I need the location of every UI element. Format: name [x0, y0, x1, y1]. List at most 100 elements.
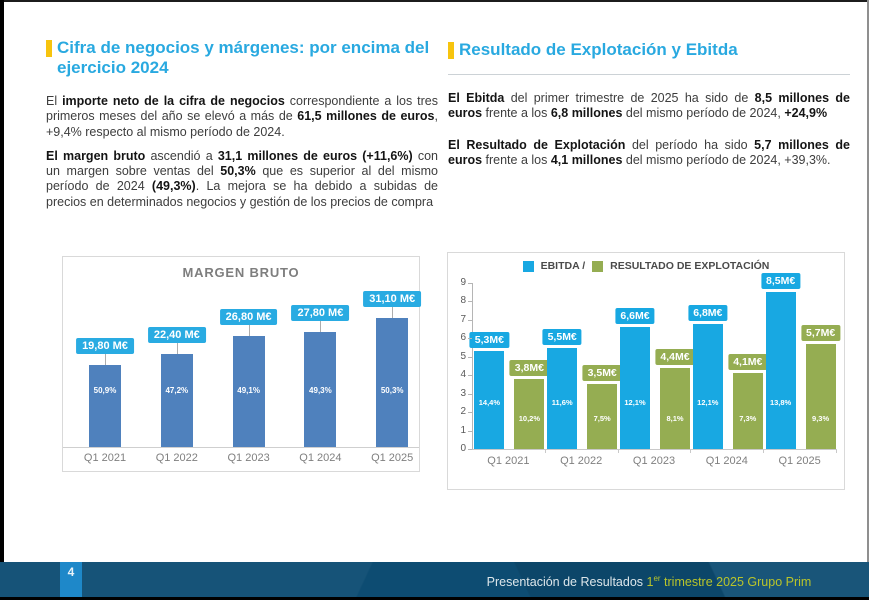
bar-explotacion — [514, 379, 545, 449]
x-axis-label: Q1 2022 — [155, 452, 198, 464]
callout-connector — [320, 321, 322, 332]
chart-title: MARGEN BRUTO — [182, 265, 300, 280]
accent-bar — [46, 40, 52, 57]
legend-swatch-explotacion — [592, 260, 604, 272]
bar-value-label: 3,5M€ — [582, 365, 622, 381]
text: . La mejora se ha debido a subidas de pr… — [46, 179, 439, 209]
text-bold: 61,5 millones de euros — [297, 109, 435, 124]
y-axis-tick-mark — [468, 393, 472, 395]
footer-caption: Presentación de Resultados 1er trimestre… — [439, 562, 859, 597]
bar-percent-label: 47,2% — [165, 386, 189, 395]
text-bold: 4,1 millones — [550, 152, 623, 167]
text: con un margen sobre ventas del — [46, 148, 438, 179]
y-axis-tick-mark — [468, 283, 472, 284]
text: frente a los — [482, 106, 551, 121]
bar-percent-label: 49,1% — [237, 386, 260, 395]
page-border-bottom — [0, 597, 869, 600]
bar-value-label: 8,5M€ — [761, 273, 801, 289]
bar-percent-label: 12,1% — [624, 398, 646, 407]
paragraph-resultado-explotacion: El Resultado de Explotación del período … — [448, 138, 850, 169]
heading-text: Resultado de Explotación y Ebitda — [459, 40, 738, 59]
legend-label: RESULTADO DE EXPLOTACIÓN — [610, 260, 770, 272]
text: que es superior al del mismo período de … — [46, 164, 438, 194]
y-axis-tick-mark — [468, 449, 472, 450]
ebitda-explotacion-chart: EBITDA / RESULTADO DE EXPLOTACIÓN 5,3M€ 14… — [447, 252, 845, 490]
x-axis-label: Q1 2023 — [227, 452, 270, 464]
x-axis-label: Q1 2021 — [487, 455, 530, 467]
bar-ebitda — [474, 351, 505, 449]
text: ascendió a — [145, 148, 218, 163]
section-heading-right: Resultado de Explotación y Ebitda — [448, 40, 850, 76]
callout-connector — [176, 343, 178, 354]
bar-value-label: 4,1M€ — [728, 354, 768, 370]
paragraph-cifra-negocios: El importe neto de la cifra de negocios … — [46, 94, 438, 140]
section-resultado-ebitda: Resultado de Explotación y Ebitda El Ebi… — [448, 40, 850, 168]
text: , +9,4% respecto al mismo período de 202… — [46, 109, 438, 139]
page-border-left — [0, 0, 4, 600]
legend-swatch-ebitda — [522, 260, 534, 272]
text-bold: 6,8 millones — [550, 106, 623, 121]
y-axis-tick-label: 9 — [460, 277, 466, 288]
text: del primer trimestre de 2025 ha sido de — [504, 91, 755, 106]
ebitda-plot-area: 5,3M€ 14,4% 3,8M€ 10,2% 5,5M€ 11,6% 3,5M€ 7,5% 6… — [469, 273, 841, 450]
bar-value-label: 27,80 M€ — [291, 305, 350, 321]
text-bold: 5,7 millones de euros — [448, 137, 850, 167]
bar-percent-label: 12,1% — [697, 398, 719, 407]
page-number: 4 — [67, 565, 75, 579]
bar-explotacion — [587, 384, 618, 449]
bar-explotacion — [660, 368, 690, 449]
paragraph-ebitda: El Ebitda del primer trimestre de 2025 h… — [448, 91, 850, 122]
bar-percent-label: 8,1% — [666, 414, 684, 423]
y-axis-tick-label: 0 — [460, 443, 466, 454]
bar-ebitda — [692, 324, 723, 449]
y-axis-tick-mark — [468, 338, 472, 340]
bar-percent-label: 7,5% — [593, 414, 611, 423]
bar-value-label: 22,40 M€ — [147, 327, 206, 343]
bar-margen-bruto — [232, 336, 265, 447]
x-axis-tick-mark — [690, 449, 692, 453]
section-cifra-negocios: Cifra de negocios y márgenes: por encima… — [46, 38, 438, 210]
y-axis-tick-label: 7 — [460, 313, 466, 325]
bar-value-label: 5,7M€ — [801, 325, 841, 341]
x-axis-tick-mark — [763, 449, 765, 453]
page-border-top — [0, 0, 869, 2]
text: del período ha sido — [625, 137, 755, 152]
bar-percent-label: 7,3% — [739, 414, 757, 423]
text-bold: (49,3%) — [151, 179, 196, 194]
footer-caption-highlight: 1er trimestre 2025 Grupo Prim — [646, 574, 812, 590]
y-axis-tick-mark — [468, 356, 472, 358]
x-axis-tick-mark — [617, 449, 619, 453]
bar-percent-label: 50,9% — [93, 386, 117, 395]
page-border-right — [867, 0, 869, 600]
y-axis-tick-label: 1 — [460, 424, 466, 436]
bar-explotacion — [805, 344, 836, 449]
text-bold: importe neto de la cifra de negocios — [62, 94, 285, 109]
text: correspondiente a los tres primeros mese… — [46, 94, 438, 124]
paragraph-margen-bruto: El margen bruto ascendió a 31,1 millones… — [46, 149, 438, 210]
bar-explotacion — [732, 373, 763, 449]
bar-ebitda — [547, 348, 578, 449]
callout-connector — [392, 307, 394, 318]
y-axis-tick-label: 8 — [460, 295, 466, 307]
y-axis-tick-mark — [468, 319, 472, 321]
y-axis-tick-label: 4 — [460, 369, 466, 381]
bar-percent-label: 14,4% — [478, 398, 501, 407]
x-axis-label: Q1 2025 — [371, 452, 414, 464]
bar-value-label: 4,4M€ — [655, 349, 695, 365]
text: El — [46, 94, 63, 109]
bar-value-label: 6,6M€ — [615, 308, 655, 324]
bar-value-label: 26,80 M€ — [219, 309, 278, 325]
callout-connector — [248, 325, 250, 336]
text-bold: 8,5 millones de euros — [448, 91, 851, 121]
x-axis-label: Q1 2023 — [632, 455, 676, 467]
accent-bar — [448, 42, 454, 59]
text-bold: 50,3% — [220, 164, 256, 179]
y-axis-tick-mark — [468, 301, 472, 303]
bar-ebitda — [620, 327, 650, 449]
footer: 4 Presentación de Resultados 1er trimest… — [0, 562, 869, 597]
text: del mismo período de 2024, — [622, 106, 785, 121]
y-axis-tick-mark — [468, 375, 472, 377]
bar-margen-bruto — [89, 365, 121, 447]
margen-bruto-chart: 19,80 M€ 50,9% 22,40 M€ 47,2% 26,80 M€ 49,1% 2… — [62, 256, 422, 472]
text: del mismo período de 2024, +39,3%. — [622, 152, 831, 167]
